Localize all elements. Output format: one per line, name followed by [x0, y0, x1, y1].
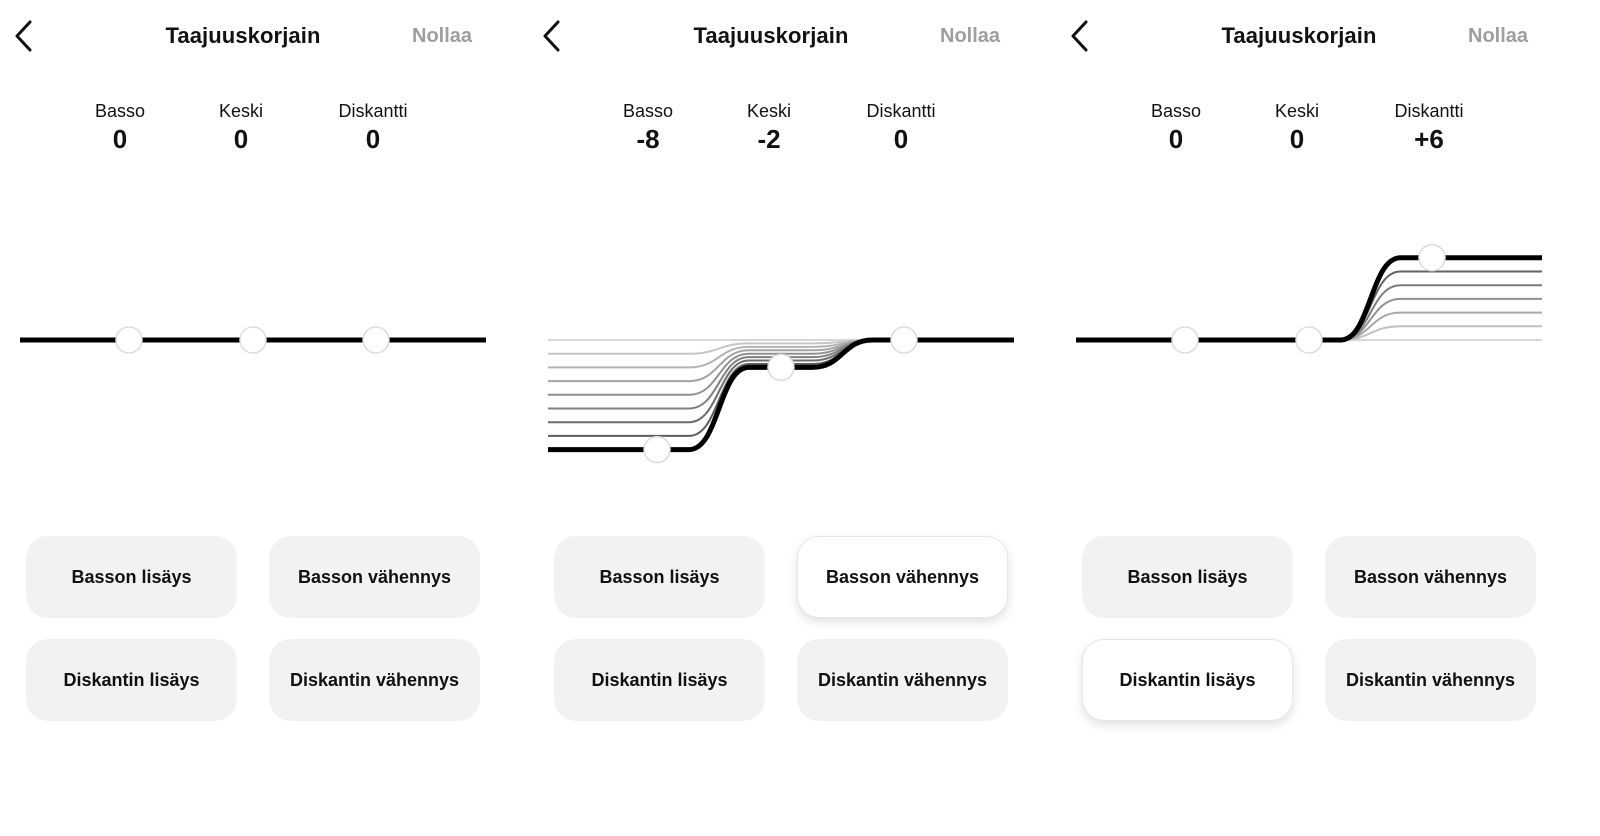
- chevron-left-icon: [1071, 20, 1088, 52]
- circle-handle-icon: [1295, 326, 1323, 354]
- treble-boost-button[interactable]: Diskantin lisäys: [26, 639, 237, 721]
- circle-handle-icon: [643, 435, 671, 464]
- treble-cut-button[interactable]: Diskantin vähennys: [269, 639, 480, 721]
- page-title: Taajuuskorjain: [165, 23, 321, 48]
- equalizer-screen-2: Taajuuskorjain Nollaa Basso -8 Keski -2 …: [528, 0, 1056, 836]
- chevron-left-icon: [543, 20, 560, 52]
- back-button[interactable]: [538, 18, 568, 54]
- mid-label: Keski: [1274, 101, 1319, 121]
- equalizer-screen-1: Taajuuskorjain Nollaa Basso 0 Keski 0 Di…: [0, 0, 528, 836]
- treble-value: 0: [893, 124, 909, 154]
- reset-button[interactable]: Nollaa: [940, 25, 1001, 47]
- bass-value: 0: [1168, 124, 1184, 154]
- mid-value: 0: [1289, 124, 1305, 154]
- circle-handle-icon: [890, 326, 918, 354]
- mid-value: 0: [233, 124, 249, 154]
- treble-value: 0: [365, 124, 381, 154]
- reset-button[interactable]: Nollaa: [412, 25, 473, 47]
- reset-button[interactable]: Nollaa: [1468, 25, 1529, 47]
- equalizer-screen-3: Taajuuskorjain Nollaa Basso 0 Keski 0 Di…: [1056, 0, 1584, 836]
- treble-value: +6: [1414, 124, 1444, 154]
- mid-knob[interactable]: [767, 353, 795, 382]
- treble-label: Diskantti: [866, 101, 936, 121]
- treble-label: Diskantti: [1394, 101, 1464, 121]
- bass-value: 0: [112, 124, 128, 154]
- mid-knob[interactable]: [1295, 326, 1323, 354]
- chevron-left-icon: [15, 20, 32, 52]
- bass-knob[interactable]: [643, 435, 671, 464]
- treble-knob[interactable]: [890, 326, 918, 354]
- treble-label: Diskantti: [338, 101, 408, 121]
- bass-label: Basso: [1150, 101, 1202, 121]
- back-button[interactable]: [1066, 18, 1096, 54]
- bass-cut-button[interactable]: Basson vähennys: [1325, 536, 1536, 618]
- mid-label: Keski: [218, 101, 263, 121]
- bass-cut-button[interactable]: Basson vähennys: [797, 536, 1008, 618]
- bass-boost-button[interactable]: Basson lisäys: [26, 536, 237, 618]
- circle-handle-icon: [239, 326, 267, 354]
- treble-knob[interactable]: [1418, 244, 1446, 272]
- bass-cut-button[interactable]: Basson vähennys: [269, 536, 480, 618]
- bass-boost-button[interactable]: Basson lisäys: [554, 536, 765, 618]
- treble-cut-button[interactable]: Diskantin vähennys: [1325, 639, 1536, 721]
- eq-trail-line: [548, 339, 1014, 355]
- circle-handle-icon: [1171, 326, 1199, 354]
- treble-boost-button[interactable]: Diskantin lisäys: [554, 639, 765, 721]
- circle-handle-icon: [767, 353, 795, 382]
- mid-label: Keski: [746, 101, 791, 121]
- circle-handle-icon: [1418, 244, 1446, 272]
- back-button[interactable]: [10, 18, 40, 54]
- bass-label: Basso: [622, 101, 674, 121]
- page-title: Taajuuskorjain: [693, 23, 849, 48]
- treble-boost-button[interactable]: Diskantin lisäys: [1082, 639, 1293, 721]
- mid-value: -2: [757, 124, 781, 154]
- circle-handle-icon: [362, 326, 390, 354]
- circle-handle-icon: [115, 326, 143, 354]
- treble-knob[interactable]: [362, 326, 390, 354]
- bass-knob[interactable]: [115, 326, 143, 354]
- treble-cut-button[interactable]: Diskantin vähennys: [797, 639, 1008, 721]
- bass-value: -8: [636, 124, 660, 154]
- mid-knob[interactable]: [239, 326, 267, 354]
- bass-label: Basso: [94, 101, 146, 121]
- page-title: Taajuuskorjain: [1221, 23, 1377, 48]
- bass-boost-button[interactable]: Basson lisäys: [1082, 536, 1293, 618]
- bass-knob[interactable]: [1171, 326, 1199, 354]
